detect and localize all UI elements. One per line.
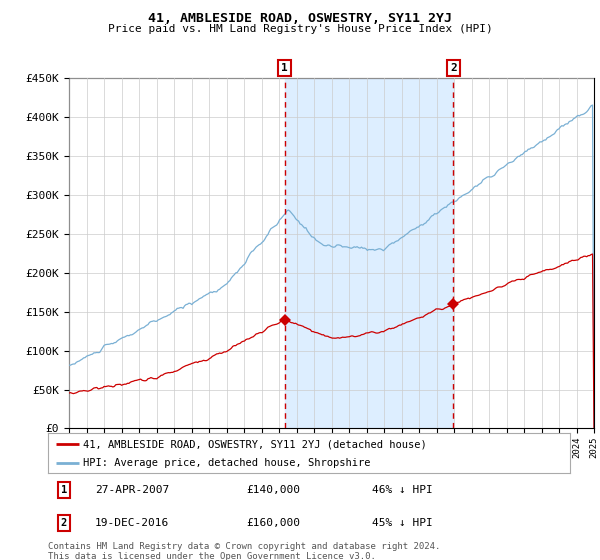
- Text: £160,000: £160,000: [247, 518, 301, 528]
- Text: 45% ↓ HPI: 45% ↓ HPI: [371, 518, 433, 528]
- Text: HPI: Average price, detached house, Shropshire: HPI: Average price, detached house, Shro…: [83, 458, 371, 468]
- Text: Contains HM Land Registry data © Crown copyright and database right 2024.
This d: Contains HM Land Registry data © Crown c…: [48, 542, 440, 560]
- Text: 27-APR-2007: 27-APR-2007: [95, 485, 169, 495]
- Text: 2: 2: [450, 63, 457, 73]
- Text: Price paid vs. HM Land Registry's House Price Index (HPI): Price paid vs. HM Land Registry's House …: [107, 24, 493, 34]
- Text: 2: 2: [61, 518, 67, 528]
- Text: £140,000: £140,000: [247, 485, 301, 495]
- Text: 46% ↓ HPI: 46% ↓ HPI: [371, 485, 433, 495]
- Text: 1: 1: [281, 63, 288, 73]
- Text: 1: 1: [61, 485, 67, 495]
- Text: 41, AMBLESIDE ROAD, OSWESTRY, SY11 2YJ: 41, AMBLESIDE ROAD, OSWESTRY, SY11 2YJ: [148, 12, 452, 25]
- Text: 19-DEC-2016: 19-DEC-2016: [95, 518, 169, 528]
- Text: 41, AMBLESIDE ROAD, OSWESTRY, SY11 2YJ (detached house): 41, AMBLESIDE ROAD, OSWESTRY, SY11 2YJ (…: [83, 439, 427, 449]
- Bar: [284, 78, 454, 428]
